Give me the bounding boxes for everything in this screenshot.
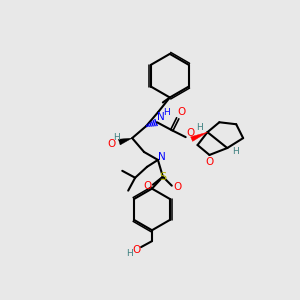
Text: N: N [158, 152, 166, 162]
Text: O: O [174, 182, 182, 192]
Text: O: O [178, 107, 186, 117]
Text: H: H [196, 123, 203, 132]
Text: O: O [143, 181, 151, 191]
Polygon shape [118, 138, 132, 145]
Text: O: O [132, 245, 140, 255]
Text: H: H [126, 248, 133, 257]
Text: H: H [164, 108, 170, 117]
Text: O: O [107, 139, 116, 149]
Text: H: H [232, 148, 238, 157]
Polygon shape [190, 132, 208, 141]
Text: H: H [113, 133, 120, 142]
Text: N: N [157, 112, 165, 122]
Text: O: O [187, 128, 195, 138]
Text: S: S [159, 172, 167, 182]
Text: O: O [205, 157, 214, 167]
